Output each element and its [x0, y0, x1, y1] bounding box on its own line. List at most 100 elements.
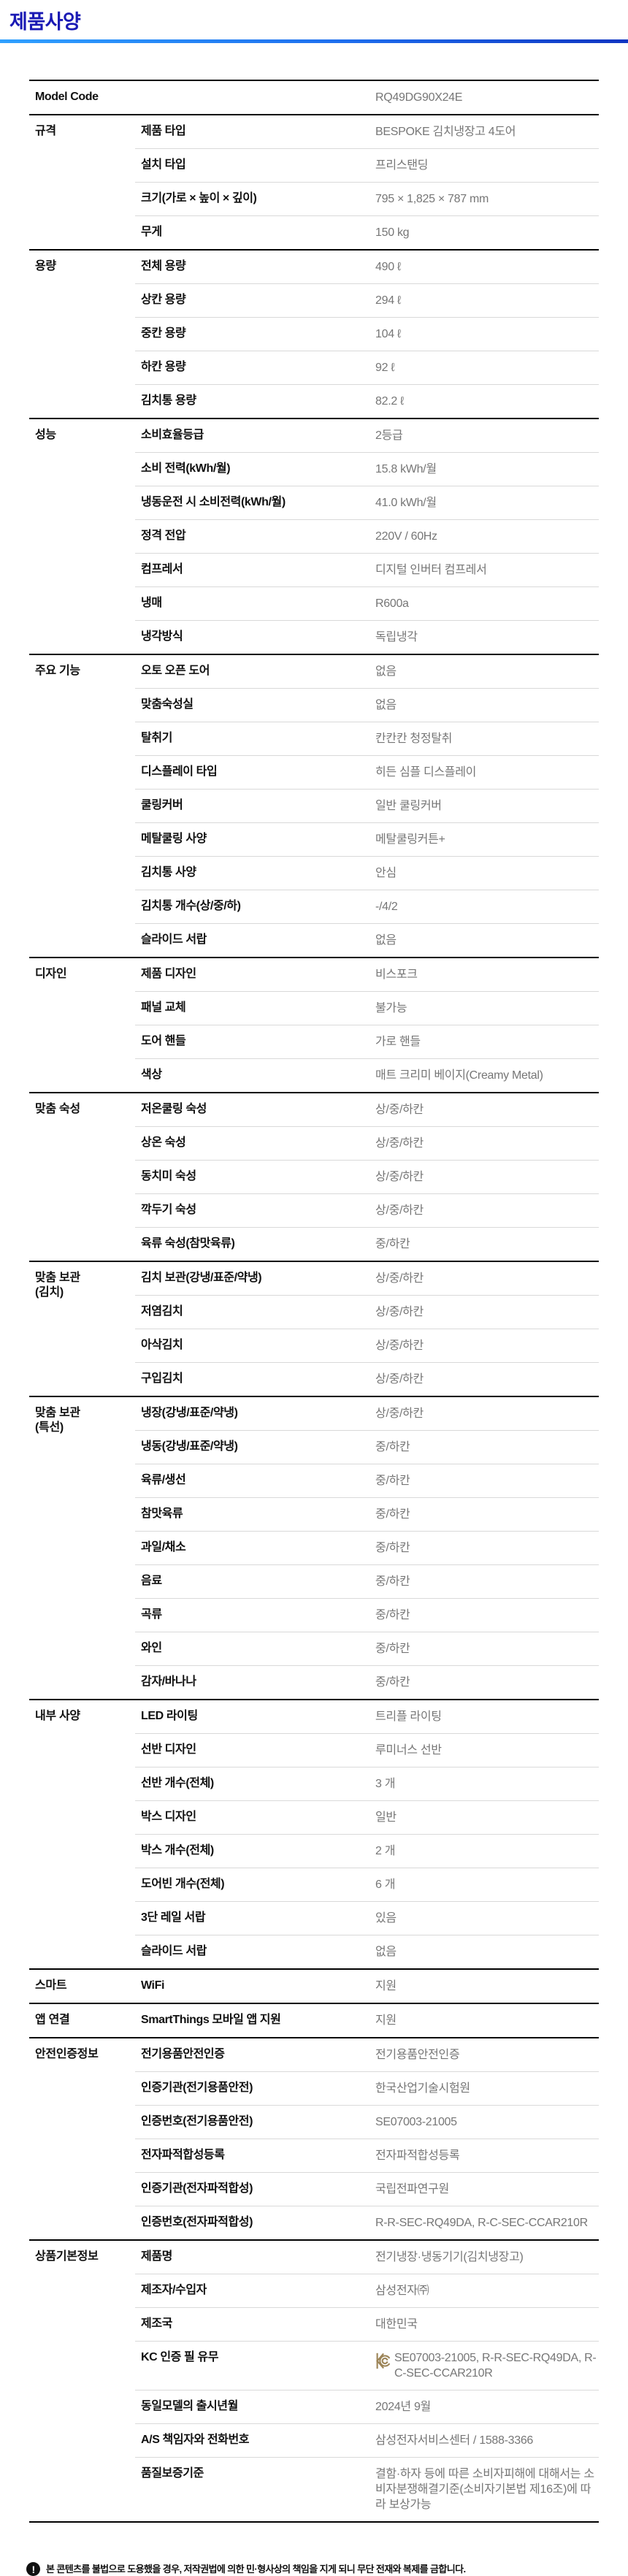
spec-label: 소비효율등급 — [141, 429, 204, 441]
spec-label: 김치통 개수(상/중/하) — [141, 900, 241, 912]
spec-row: 하칸 용량 92 ℓ — [135, 351, 599, 384]
spec-row: LED 라이팅 트리플 라이팅 — [135, 1700, 599, 1733]
spec-label: 냉매 — [141, 597, 162, 609]
spec-value: 비스포크 — [375, 968, 418, 981]
spec-row: 인증번호(전기용품안전) SE07003-21005 — [135, 2105, 599, 2139]
spec-label: 선반 개수(전체) — [141, 1777, 214, 1789]
spec-table: Model Code RQ49DG90X24E 규격 제품 타입 BESPOKE 김치냉… — [29, 80, 599, 2523]
spec-value: 불가능 — [375, 1002, 407, 1014]
spec-label: 인증번호(전자파적합성) — [141, 2216, 253, 2228]
spec-section: 맞춤 보관 (특선) 냉장(강냉/표준/약냉) 상/중/하칸 냉동(강냉/표준/약냉)… — [29, 1396, 599, 1699]
spec-value: 중/하칸 — [375, 1508, 410, 1521]
spec-value: R-R-SEC-RQ49DA, R-C-SEC-CCAR210R — [375, 2217, 588, 2229]
spec-value: 2등급 — [375, 429, 403, 442]
spec-value: 중/하칸 — [375, 1441, 410, 1453]
spec-value: 2024년 9월 — [375, 2401, 431, 2413]
spec-section: Model Code RQ49DG90X24E — [29, 80, 599, 114]
section-category: 성능 — [35, 429, 56, 441]
spec-value: 가로 핸들 — [375, 1036, 421, 1048]
spec-value: 중/하칸 — [375, 1475, 410, 1487]
spec-value: 매트 크리미 베이지(Creamy Metal) — [375, 1069, 543, 1082]
spec-label: 색상 — [141, 1069, 162, 1081]
spec-row: 동일모델의 출시년월 2024년 9월 — [135, 2390, 599, 2423]
spec-label: 선반 디자인 — [141, 1743, 196, 1756]
spec-row: 오토 오픈 도어 없음 — [135, 655, 599, 688]
spec-label: 과일/채소 — [141, 1541, 186, 1553]
spec-label: 제조자/수입자 — [141, 2284, 207, 2296]
section-category: 주요 기능 — [35, 665, 80, 677]
spec-row: 냉동운전 시 소비전력(kWh/월) 41.0 kWh/월 — [135, 486, 599, 519]
spec-value: 전기냉장·냉동기기(김치냉장고) — [375, 2251, 524, 2263]
spec-row: 선반 디자인 루미너스 선반 — [135, 1733, 599, 1767]
exclamation-icon: ! — [26, 2562, 40, 2576]
spec-value: 지원 — [375, 1980, 397, 1992]
spec-value: 41.0 kWh/월 — [375, 497, 437, 509]
spec-row: 저염김치 상/중/하칸 — [135, 1295, 599, 1329]
spec-row: 감자/바나나 중/하칸 — [135, 1665, 599, 1699]
section-category: 내부 사양 — [35, 1710, 80, 1722]
spec-row: 육류/생선 중/하칸 — [135, 1464, 599, 1497]
spec-row: WiFi 지원 — [135, 1970, 599, 2003]
spec-label: 제품 디자인 — [141, 968, 196, 980]
spec-value: R600a — [375, 597, 409, 610]
spec-value: 104 ℓ — [375, 328, 401, 340]
spec-value: 안심 — [375, 867, 397, 879]
spec-label: 디스플레이 타입 — [141, 765, 218, 778]
spec-section: 상품기본정보 제품명 전기냉장·냉동기기(김치냉장고) 제조자/수입자 삼성전자㈜ 제조국… — [29, 2239, 599, 2521]
spec-label: 음료 — [141, 1575, 162, 1587]
spec-label: 육류/생선 — [141, 1474, 186, 1486]
spec-value: 일반 — [375, 1811, 397, 1824]
spec-row: 동치미 숙성 상/중/하칸 — [135, 1160, 599, 1193]
spec-label: 슬라이드 서랍 — [141, 1945, 207, 1957]
spec-value: 중/하칸 — [375, 1643, 410, 1655]
spec-value: SE07003-21005 — [375, 2116, 457, 2128]
spec-label: 냉동(강냉/표준/약냉) — [141, 1440, 238, 1453]
spec-value: 트리플 라이팅 — [375, 1711, 442, 1723]
spec-section: 주요 기능 오토 오픈 도어 없음 맞춤숙성실 없음 탈취기 칸칸칸 청정탈취 디스플레이 타… — [29, 654, 599, 957]
spec-label: 제품명 — [141, 2250, 172, 2263]
spec-row: KC 인증 필 유무 SE07003-21005, R-R-SEC-RQ49DA,… — [135, 2341, 599, 2390]
spec-row: 와인 중/하칸 — [135, 1632, 599, 1665]
spec-value: 중/하칸 — [375, 1609, 410, 1621]
spec-label: 도어 핸들 — [141, 1035, 186, 1047]
spec-label: 슬라이드 서랍 — [141, 933, 207, 946]
spec-value: 대한민국 — [375, 2318, 418, 2331]
spec-row: 구입김치 상/중/하칸 — [135, 1362, 599, 1396]
spec-label: 3단 레일 서랍 — [141, 1911, 206, 1924]
spec-value: 전자파적합성등록 — [375, 2149, 460, 2162]
spec-value: 디지털 인버터 컴프레서 — [375, 564, 487, 576]
spec-row: 박스 개수(전체) 2 개 — [135, 1834, 599, 1868]
spec-value: 82.2 ℓ — [375, 395, 404, 408]
copyright-notice: ! 본 콘텐츠를 불법으로 도용했을 경우, 저작권법에 의한 민·형사상의 책… — [26, 2562, 618, 2576]
spec-value: 일반 쿨링커버 — [375, 800, 442, 812]
spec-row: 박스 디자인 일반 — [135, 1800, 599, 1834]
spec-label: 감자/바나나 — [141, 1675, 196, 1688]
spec-row: 패널 교체 불가능 — [135, 991, 599, 1025]
spec-value: 490 ℓ — [375, 261, 401, 273]
spec-row: 깍두기 숙성 상/중/하칸 — [135, 1193, 599, 1227]
spec-value: 6 개 — [375, 1879, 396, 1891]
spec-row: 김치통 사양 안심 — [135, 856, 599, 890]
spec-value: 한국산업기술시험원 — [375, 2082, 470, 2095]
spec-row: 선반 개수(전체) 3 개 — [135, 1767, 599, 1800]
spec-label: 동치미 숙성 — [141, 1170, 196, 1182]
spec-value: 독립냉각 — [375, 631, 418, 643]
spec-label: 설치 타입 — [141, 158, 186, 171]
spec-value: 220V / 60Hz — [375, 530, 437, 543]
kc-certification-numbers: SE07003-21005, R-R-SEC-RQ49DA, R-C-SEC-C… — [394, 2352, 597, 2380]
spec-value: SE07003-21005, R-R-SEC-RQ49DA, R-C-SEC-C… — [374, 2342, 599, 2390]
spec-section: 안전인증정보 전기용품안전인증 전기용품안전인증 인증기관(전기용품안전) 한국산업기술… — [29, 2037, 599, 2239]
spec-value: 상/중/하칸 — [375, 1104, 424, 1116]
spec-label: 정격 전압 — [141, 530, 186, 542]
spec-row: 제조자/수입자 삼성전자㈜ — [135, 2274, 599, 2307]
spec-label: 컴프레서 — [141, 563, 183, 576]
spec-value: 상/중/하칸 — [375, 1204, 424, 1217]
spec-label: 중칸 용량 — [141, 327, 186, 340]
spec-section: 성능 소비효율등급 2등급 소비 전력(kWh/월) 15.8 kWh/월 냉동운전 시 … — [29, 418, 599, 654]
spec-value: 없음 — [375, 699, 397, 711]
spec-label: 인증번호(전기용품안전) — [141, 2115, 253, 2128]
spec-label: 상칸 용량 — [141, 294, 186, 306]
spec-label: 맞춤숙성실 — [141, 698, 194, 711]
spec-label: 동일모델의 출시년월 — [141, 2400, 238, 2412]
spec-label: 냉장(강냉/표준/약냉) — [141, 1407, 238, 1419]
